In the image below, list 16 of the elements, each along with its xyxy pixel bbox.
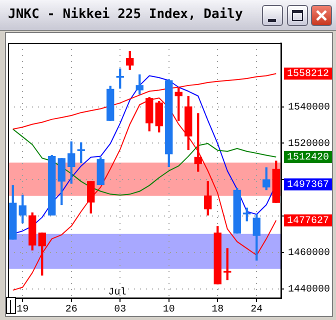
- annotation: Jul: [108, 286, 126, 299]
- x-tick-label: 03: [114, 304, 126, 316]
- x-tick-label: 26: [65, 304, 78, 316]
- x-tick-label: 24: [250, 304, 263, 316]
- data-label: 1477627: [286, 216, 330, 227]
- y-tick-label: 1460000: [288, 248, 330, 260]
- x-tick-label: 10: [162, 304, 175, 316]
- data-label: 1497367: [286, 180, 330, 192]
- data-label: 1558212: [286, 69, 330, 80]
- y-tick-label: 1540000: [288, 102, 330, 114]
- x-tick-label: 19: [16, 304, 29, 316]
- y-tick-label: 1520000: [288, 138, 330, 150]
- y-tick-label: 1440000: [288, 284, 330, 296]
- data-label: 1512420: [286, 152, 330, 164]
- chart-title: JNKC - Nikkei 225 Index, Daily: [8, 7, 243, 22]
- x-tick-label: 18: [212, 304, 224, 316]
